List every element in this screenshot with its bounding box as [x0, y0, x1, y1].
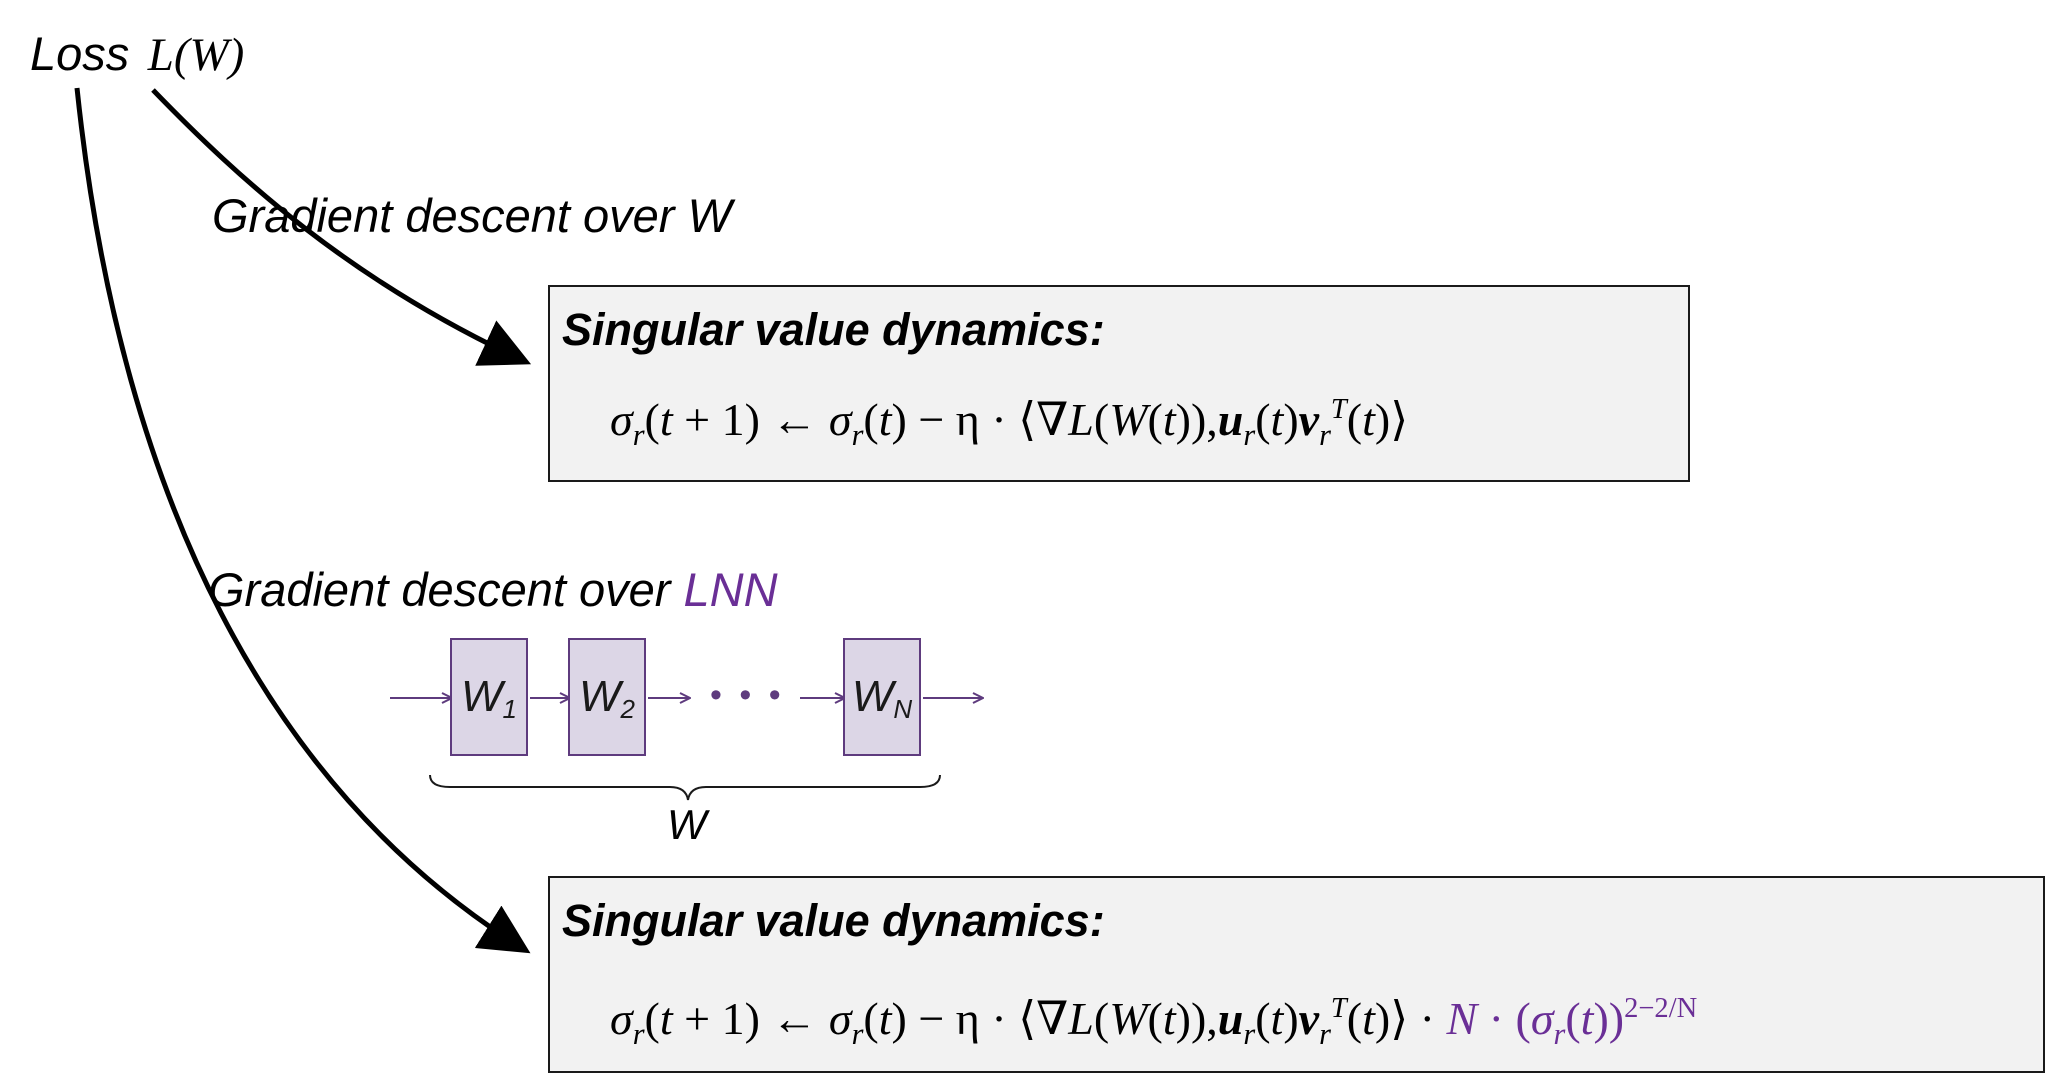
loss-word: Loss	[30, 27, 130, 80]
layer-ellipsis: • • •	[710, 676, 785, 714]
branch-label-lnn: LNN	[683, 563, 778, 616]
branch-label-bottom: Gradient descent over LNN	[208, 566, 778, 613]
dynamics-box-bottom: Singular value dynamics: σr(t + 1) ← σr(…	[548, 876, 2045, 1073]
underbrace	[429, 774, 941, 801]
box-title-top: Singular value dynamics:	[562, 304, 1105, 355]
branch-label-prefix: Gradient descent over	[208, 563, 684, 616]
branch-label-top: Gradient descent over W	[212, 189, 732, 242]
lnn-factor: N · (σr(t))2−2/N	[1446, 993, 1698, 1051]
loss-label: Loss L(W)	[30, 30, 244, 79]
dynamics-box-top: Singular value dynamics: σr(t + 1) ← σr(…	[548, 285, 1690, 482]
loss-symbol: L(W)	[147, 29, 245, 81]
arrow-to-bottom-box	[74, 87, 531, 954]
arrow-to-top-box	[151, 88, 532, 366]
equation-top: σr(t + 1) ← σr(t) − η · ⟨∇L(W(t)),ur(t)v…	[610, 394, 1409, 452]
equation-bottom: σr(t + 1) ← σr(t) − η · ⟨∇L(W(t)),ur(t)v…	[610, 993, 1698, 1051]
brace-label: W	[667, 801, 707, 848]
box-title-bottom: Singular value dynamics:	[562, 895, 1105, 946]
